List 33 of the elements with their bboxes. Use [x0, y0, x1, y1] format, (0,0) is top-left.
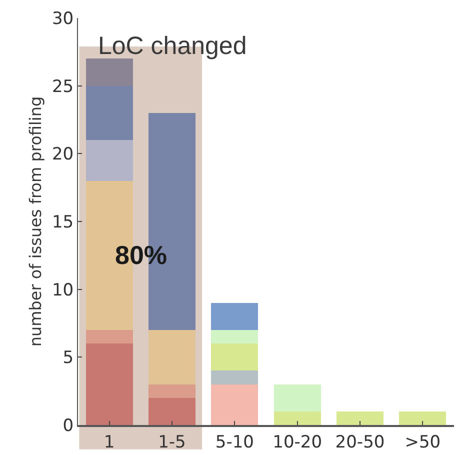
x-tick-label: >50	[404, 432, 441, 452]
bar	[148, 384, 196, 398]
annotation: 80%	[115, 240, 168, 270]
y-tick-label: 20	[52, 144, 74, 165]
y-tick-label: 30	[52, 8, 74, 29]
x-tick-label: 20-50	[335, 432, 385, 452]
bar	[86, 344, 133, 425]
x-tick-label: 10-20	[272, 432, 322, 452]
bar	[274, 411, 321, 425]
bar	[86, 86, 133, 140]
y-axis-title: number of issues from profiling	[26, 96, 45, 347]
x-tick-label: 1	[104, 432, 115, 452]
y-tick-label: 15	[52, 212, 74, 232]
bar	[211, 302, 258, 330]
band-label: LoC changed	[98, 32, 247, 60]
bar	[211, 384, 258, 425]
y-tick-label: 0	[62, 416, 74, 436]
x-tick-label: 5-10	[215, 432, 254, 452]
y-tick-label: 10	[52, 280, 74, 300]
bar	[336, 411, 384, 425]
bar	[86, 58, 133, 86]
x-tick-label: 1-5	[158, 432, 186, 452]
bar	[274, 384, 321, 412]
bar	[86, 140, 133, 181]
bar	[86, 330, 133, 344]
bar	[211, 330, 258, 344]
bar	[211, 344, 258, 371]
y-tick-label: 5	[62, 348, 74, 368]
y-tick-label: 25	[52, 76, 74, 97]
bar	[148, 398, 196, 425]
bar	[211, 370, 258, 384]
bar	[148, 330, 196, 384]
bar	[399, 411, 446, 425]
